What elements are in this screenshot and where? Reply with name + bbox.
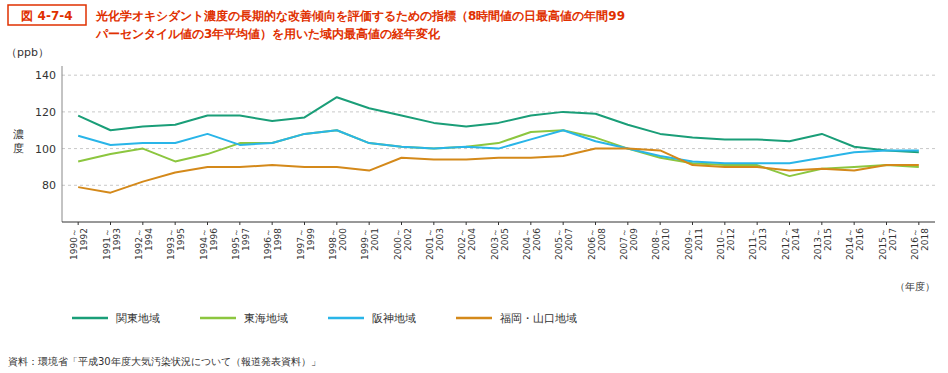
title-box (8, 5, 86, 25)
legend-label: 関東地域 (116, 312, 160, 325)
y-unit: （ppb） (6, 46, 49, 59)
x-tick-label: 2009～2011 (684, 228, 704, 260)
x-tick (110, 222, 111, 225)
x-tick-label: 2012～2014 (781, 228, 801, 260)
series-line (78, 130, 919, 176)
x-tick (563, 222, 564, 225)
x-tick (78, 222, 79, 225)
x-tick (660, 222, 661, 225)
x-tick-label: 1998～2000 (328, 228, 348, 260)
subtitle: 光化学オキシダント濃度の長期的な改善傾向を評価するための指標（8時間値の日最高値… (95, 9, 625, 23)
x-tick-label: 1994～1996 (199, 228, 219, 260)
x-tick-label: 2010～2012 (716, 228, 736, 260)
x-tick (627, 222, 628, 225)
x-tick (433, 222, 434, 225)
series-line (78, 149, 919, 193)
x-tick (821, 222, 822, 225)
x-tick-label: 2015～2017 (878, 228, 898, 260)
x-tick (272, 222, 273, 225)
x-tick-label: 1996～1998 (263, 228, 283, 260)
x-tick (918, 222, 919, 225)
y-tick-label: 100 (35, 143, 56, 156)
x-tick (239, 222, 240, 225)
x-tick-label: 1992～1994 (134, 228, 154, 260)
x-tick (401, 222, 402, 225)
x-tick-label: 1997～1999 (296, 228, 316, 260)
x-tick (207, 222, 208, 225)
x-tick-label: 2013～2015 (813, 228, 833, 260)
x-axis-label: （年度） (895, 281, 935, 292)
grid-line (62, 75, 935, 76)
x-tick-label: 1995～1997 (231, 228, 251, 260)
y-tick-label: 120 (35, 106, 56, 119)
x-tick-label: 1991～1993 (102, 228, 122, 260)
legend-swatch (200, 317, 236, 320)
legend: 関東地域 東海地域 阪神地域 福岡・山口地域 (72, 312, 577, 325)
x-tick (369, 222, 370, 225)
subtitle: パーセンタイル値の3年平均値）を用いた域内最高値の経年変化 (95, 27, 441, 41)
y-axis-line (62, 66, 63, 222)
x-tick-label: 2004～2006 (522, 228, 542, 260)
x-tick (724, 222, 725, 225)
x-tick (466, 222, 467, 225)
x-tick-label: 2008～2010 (651, 228, 671, 260)
legend-label: 東海地域 (244, 312, 288, 325)
source-note: 資料：環境省「平成30年度大気汚染状況について（報道発表資料）」 (8, 356, 321, 367)
legend-swatch (328, 317, 364, 320)
x-tick-label: 2001～2003 (425, 228, 445, 260)
x-tick-label: 2014～2016 (845, 228, 865, 260)
legend-label: 福岡・山口地域 (500, 312, 577, 325)
x-tick (530, 222, 531, 225)
title: 図 4-7-4 (21, 9, 72, 23)
y-tick-label: 140 (35, 69, 56, 82)
x-tick (854, 222, 855, 225)
x-tick (789, 222, 790, 225)
chart: 図 4-7-4 光化学オキシダント濃度の長期的な改善傾向を評価するための指標（8時… (0, 0, 948, 373)
grid-line (62, 185, 935, 186)
legend-label: 阪神地域 (372, 312, 416, 325)
x-tick (692, 222, 693, 225)
x-tick (175, 222, 176, 225)
x-tick-label: 2006～2008 (587, 228, 607, 260)
x-tick-label: 2016～2018 (910, 228, 930, 260)
x-tick (886, 222, 887, 225)
grid-line (62, 111, 935, 112)
x-tick-label: 1993～1995 (166, 228, 186, 260)
x-tick-label: 2000～2002 (393, 228, 413, 260)
background (0, 0, 948, 373)
x-tick-label: 2007～2009 (619, 228, 639, 260)
x-tick-label: 2003～2005 (490, 228, 510, 260)
x-tick (757, 222, 758, 225)
x-tick-label: 2002～2004 (457, 228, 477, 260)
x-tick (595, 222, 596, 225)
x-tick-label: 2005～2007 (554, 228, 574, 260)
series-group (78, 97, 919, 192)
x-tick (304, 222, 305, 225)
x-tick-label: 1990～1992 (69, 228, 89, 260)
x-tick (498, 222, 499, 225)
x-tick-label: 2011～2013 (748, 228, 768, 260)
legend-swatch (456, 317, 492, 320)
x-tick-label: 1999～2001 (360, 228, 380, 260)
y-tick-label: 80 (42, 179, 56, 192)
x-tick (142, 222, 143, 225)
legend-swatch (72, 317, 108, 320)
x-tick (336, 222, 337, 225)
y-axis-label: 濃度 (13, 128, 24, 155)
